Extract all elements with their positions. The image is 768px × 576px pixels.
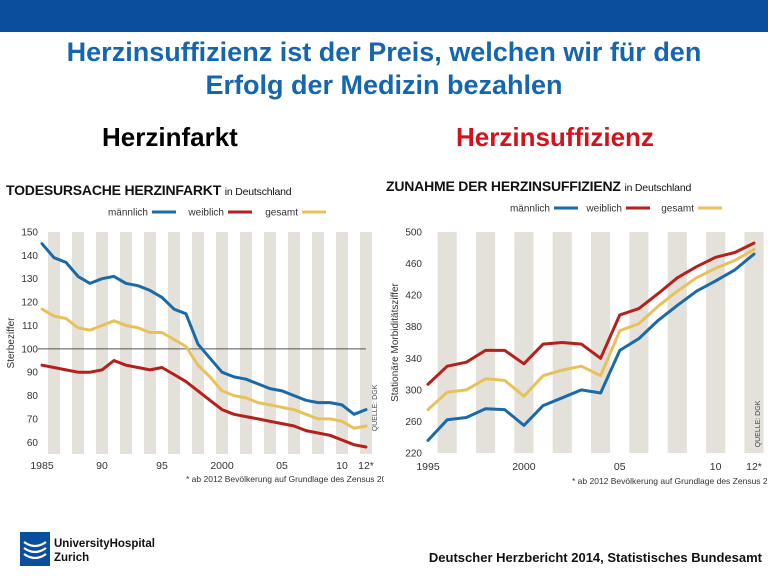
y-tick-label: 140 [21, 251, 38, 262]
x-tick-label: 1985 [30, 460, 54, 472]
y-tick-label: 420 [405, 291, 422, 302]
background-stripe [144, 232, 156, 454]
y-tick-label: 380 [405, 322, 422, 333]
background-stripe [706, 232, 726, 453]
background-stripe [288, 232, 300, 454]
background-stripe [475, 232, 496, 453]
y-tick-label: 120 [21, 298, 38, 309]
slide-title: Herzinsuffizienz ist der Preis, welchen … [0, 36, 768, 102]
top-banner [0, 0, 768, 32]
series-line-maennlich [426, 252, 756, 442]
background-stripe [168, 232, 180, 454]
legend-label-gesamt: gesamt [265, 208, 298, 219]
logo-text-line1: UniversityHospital [54, 538, 155, 550]
chart-title-left-suffix: in Deutschland [224, 186, 292, 198]
background-stripe [48, 232, 60, 454]
y-tick-label: 90 [27, 368, 39, 379]
x-tick-label: 10 [710, 461, 722, 473]
chart-title-right: ZUNAHME DER HERZINSUFFIZIENZ in Deutschl… [386, 178, 691, 194]
chart-panel-herzinfarkt: TODESURSACHE HERZINFARKT in Deutschland … [0, 176, 384, 496]
legend-label-gesamt: gesamt [661, 204, 694, 215]
y-tick-label: 100 [21, 344, 38, 355]
series-line-maennlich [40, 242, 368, 416]
chart-title-right-suffix: in Deutschland [624, 182, 692, 194]
background-stripe [744, 232, 764, 453]
chart-title-left-text: TODESURSACHE HERZINFARKT [6, 182, 222, 198]
background-stripe [312, 232, 324, 454]
y-tick-label: 460 [405, 259, 422, 270]
x-tick-label: 90 [96, 460, 108, 472]
background-stripe [667, 232, 687, 453]
background-stripe [360, 232, 372, 454]
y-tick-label: 80 [27, 391, 39, 402]
x-tick-label: 2000 [512, 461, 536, 473]
background-stripe [514, 232, 534, 453]
y-tick-label: 70 [27, 414, 39, 425]
background-stripe [216, 232, 228, 454]
chart-herzinsuffizienz: 220 260 300 340 380 420 460 500 1995 2000 05 10 12* S… [390, 204, 768, 487]
university-hospital-logo-icon [20, 532, 50, 566]
x-tick-label: 2000 [210, 460, 234, 472]
y-tick-label: 260 [405, 417, 422, 428]
background-stripe [336, 232, 348, 454]
y-tick-label: 130 [21, 274, 38, 285]
x-tick-label: 05 [614, 461, 626, 473]
legend-label-weiblich: weiblich [187, 208, 224, 219]
legend-label-weiblich: weiblich [585, 204, 622, 215]
legend-label-maennlich: männlich [510, 204, 550, 215]
y-tick-label: 220 [405, 449, 422, 460]
series-line-weiblich [40, 359, 368, 449]
chart-footnote: * ab 2012 Bevölkerung auf Grundlage des … [572, 476, 768, 486]
background-stripe [120, 232, 132, 454]
source-note: QUELLE: DGK [372, 384, 379, 431]
right-subtitle: Herzinsuffizienz [456, 122, 654, 152]
y-tick-label: 340 [405, 354, 422, 365]
legend-label-maennlich: männlich [108, 208, 148, 219]
y-tick-label: 110 [22, 321, 38, 332]
background-stripe [72, 232, 84, 454]
x-tick-label: 12* [746, 461, 762, 473]
background-stripe [240, 232, 252, 454]
chart-panel-herzinsuffizienz: ZUNAHME DER HERZINSUFFIZIENZ in Deutschl… [384, 176, 768, 496]
slide-title-line1: Herzinsuffizienz ist der Preis, welchen … [66, 37, 702, 67]
logo-text: UniversityHospital Zurich [54, 537, 155, 565]
left-subtitle: Herzinfarkt [102, 122, 238, 152]
x-tick-label: 12* [358, 460, 374, 472]
series-line-weiblich [426, 241, 756, 386]
chart-title-right-text: ZUNAHME DER HERZINSUFFIZIENZ [386, 178, 621, 194]
chart-title-left: TODESURSACHE HERZINFARKT in Deutschland [6, 182, 292, 198]
y-tick-label: 300 [405, 385, 422, 396]
x-tick-label: 05 [276, 460, 288, 472]
x-tick-label: 1995 [416, 461, 440, 473]
series-line-gesamt [426, 247, 756, 412]
series-line-gesamt [40, 307, 368, 430]
logo-text-line2: Zurich [54, 552, 90, 564]
chart-footnote: * ab 2012 Bevölkerung auf Grundlage des … [186, 474, 384, 484]
background-stripe [629, 232, 649, 453]
y-axis-label: Sterbeziffer [6, 317, 17, 369]
y-tick-label: 150 [21, 228, 38, 239]
source-citation: Deutscher Herzbericht 2014, Statistische… [428, 550, 762, 565]
y-tick-label: 60 [27, 438, 39, 449]
y-axis-label: Stationäre Morbiditätsziffer [390, 282, 401, 401]
x-tick-label: 10 [336, 460, 348, 472]
x-tick-label: 95 [156, 460, 168, 472]
source-note: QUELLE: DGK [755, 400, 762, 447]
background-stripe [591, 232, 611, 453]
slide-title-line2: Erfolg der Medizin bezahlen [205, 70, 563, 100]
background-stripe [96, 232, 108, 454]
y-tick-label: 500 [405, 228, 422, 239]
chart-herzinfarkt: 60 70 80 90 100 110 120 130 140 150 1985 90 95 2000 05… [6, 208, 384, 485]
background-stripe [264, 232, 276, 454]
